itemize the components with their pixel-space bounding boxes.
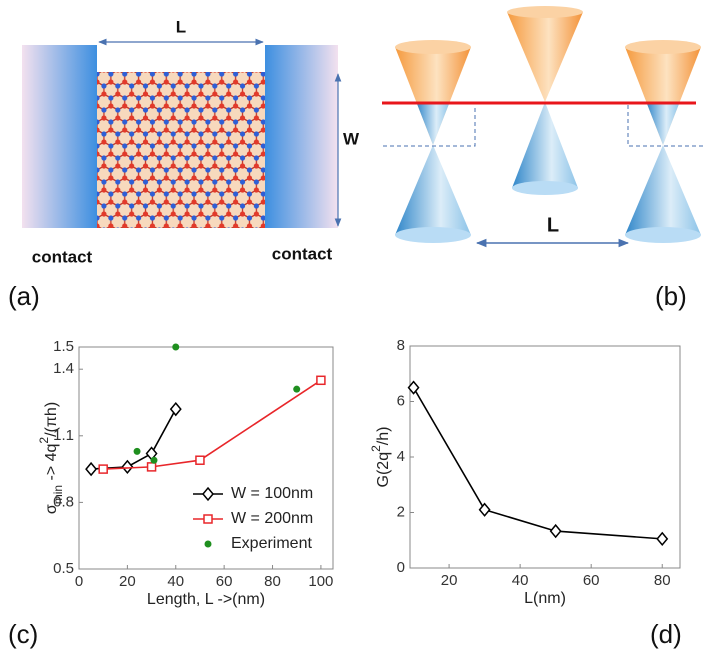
- x-tick-label: 60: [583, 572, 600, 589]
- marker: [316, 375, 326, 386]
- x-tick-label: 40: [512, 572, 529, 589]
- y-tick-label: 1.5: [53, 338, 74, 355]
- dirac-cone: [395, 40, 471, 243]
- y-tick-label: 0.5: [53, 560, 74, 577]
- panel-label: (c): [8, 619, 38, 649]
- marker: [407, 380, 420, 395]
- contact-left: [22, 45, 97, 228]
- y-axis-label-part: min: [51, 485, 65, 504]
- marker: [133, 447, 141, 455]
- x-tick-label: 40: [167, 573, 184, 590]
- marker: [169, 401, 182, 417]
- x-axis-label: Length, L ->(nm): [147, 591, 265, 608]
- x-tick-label: 80: [264, 573, 281, 590]
- dirac-cone: [507, 6, 583, 195]
- y-tick-label: 1.1: [53, 427, 74, 444]
- y-axis-label-part: 2: [37, 437, 51, 444]
- y-axis-label: σmin -> 4q2/(πh): [37, 402, 65, 514]
- plot-area: [78, 346, 334, 570]
- series-line: [91, 408, 177, 470]
- y-tick-label: 6: [397, 392, 405, 409]
- length-label: L: [547, 214, 559, 236]
- panel-a: L W contact contact (a): [8, 17, 360, 310]
- dashed-guide: [383, 105, 706, 147]
- y-tick-label: 0.8: [53, 493, 74, 510]
- y-tick-label: 4: [397, 448, 405, 465]
- marker: [146, 462, 157, 472]
- y-axis-label-part: 2: [369, 445, 383, 452]
- marker: [549, 523, 562, 539]
- y-axis-label: G(2q2/h): [369, 427, 392, 488]
- y-tick-label: 1.4: [53, 360, 74, 377]
- x-tick-label: 20: [119, 573, 136, 590]
- marker: [121, 459, 134, 475]
- marker: [293, 385, 301, 393]
- legend-label: W = 200nm: [231, 510, 313, 527]
- y-axis-label-part: /h): [375, 427, 392, 446]
- x-tick-label: 100: [308, 573, 333, 590]
- panel-label: (d): [650, 619, 682, 649]
- legend-marker: [203, 514, 213, 524]
- series-line: [103, 379, 322, 470]
- contact-right: [265, 45, 338, 228]
- marker: [656, 531, 669, 547]
- y-axis-label-part: /(πh): [43, 402, 60, 437]
- width-label: W: [343, 129, 360, 148]
- contact-label: contact: [32, 247, 93, 266]
- marker: [98, 464, 108, 474]
- y-tick-label: 0: [397, 559, 405, 576]
- dirac-cone: [625, 40, 701, 243]
- panel-label: (a): [8, 281, 40, 311]
- marker: [85, 461, 98, 477]
- legend-label: Experiment: [231, 535, 312, 552]
- contact-label: contact: [272, 244, 333, 263]
- length-label: L: [176, 17, 186, 36]
- marker: [478, 502, 491, 517]
- legend-marker: [204, 540, 212, 548]
- series-line: [412, 387, 663, 540]
- x-tick-label: 80: [654, 572, 671, 589]
- x-axis-label: L(nm): [524, 590, 566, 607]
- legend-label: W = 100nm: [231, 485, 313, 502]
- x-tick-label: 60: [216, 573, 233, 590]
- panel-b: L (b): [382, 6, 706, 311]
- y-axis-label-part: G(2q: [375, 452, 392, 488]
- y-axis-label-part: σ: [43, 504, 60, 514]
- y-axis-label-part: -> 4q: [43, 444, 60, 485]
- x-tick-label: 20: [441, 572, 458, 589]
- y-tick-label: 8: [397, 337, 405, 354]
- panel-label: (b): [655, 281, 687, 311]
- x-tick-label: 0: [75, 573, 83, 590]
- marker: [150, 456, 158, 464]
- graphene-lattice: [97, 72, 265, 228]
- marker: [195, 455, 205, 465]
- marker: [172, 343, 180, 351]
- legend-marker: [202, 486, 214, 502]
- y-tick-label: 2: [397, 503, 405, 520]
- plot-area: [409, 345, 681, 569]
